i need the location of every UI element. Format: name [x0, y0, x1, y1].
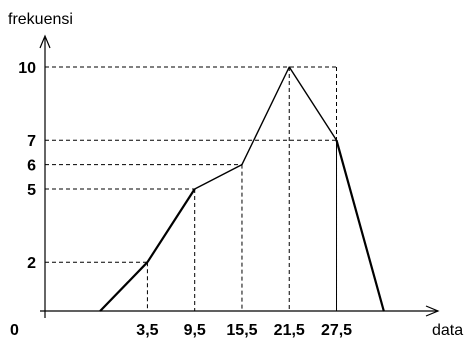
- x-tick-label-4: 27,5: [321, 322, 352, 339]
- y-tick-label-4: 10: [18, 60, 36, 77]
- data-point-6: [383, 310, 385, 312]
- data-point-3: [241, 164, 243, 166]
- x-tick-label-3: 21,5: [274, 322, 305, 339]
- y-tick-label-0: 2: [27, 255, 36, 272]
- x-tick-label-2: 15,5: [226, 322, 257, 339]
- polygon-segment-2: [194, 163, 243, 190]
- data-point-5: [335, 139, 338, 141]
- origin-label: 0: [10, 322, 19, 339]
- polygon-segment-0: [99, 261, 149, 312]
- x-tick-labels: 3,5 9,5 15,5 21,5 27,5: [136, 322, 352, 339]
- x-tick-label-0: 3,5: [136, 322, 158, 339]
- x-axis-arrow: [425, 305, 440, 317]
- y-axis-arrow: [39, 34, 51, 49]
- data-point-4: [288, 66, 290, 68]
- y-tick-label-2: 6: [27, 158, 36, 175]
- polygon-segment-1: [146, 188, 196, 263]
- y-tick-label-1: 5: [27, 182, 36, 199]
- frequency-polygon-series: [99, 66, 385, 312]
- y-axis-title: frekuensi: [8, 11, 73, 28]
- polygon-segment-4: [288, 66, 338, 141]
- x-tick-label-1: 9,5: [184, 322, 206, 339]
- polygon-segment-5: [335, 139, 385, 312]
- y-tick-labels: 2 5 6 7 10: [18, 60, 36, 272]
- polygon-segment-3: [241, 66, 290, 165]
- y-tick-label-3: 7: [27, 133, 36, 150]
- x-axis-title: data: [432, 322, 463, 339]
- dashed-guides: [45, 66, 338, 311]
- data-point-1: [146, 261, 149, 263]
- axes: [39, 34, 440, 318]
- data-point-2: [194, 188, 196, 190]
- data-point-0: [99, 310, 101, 312]
